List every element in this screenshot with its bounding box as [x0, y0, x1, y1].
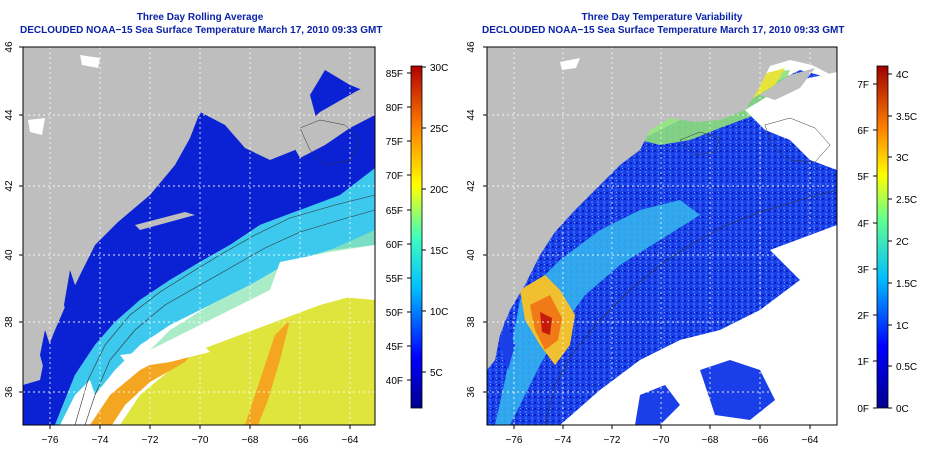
right-colorbar-c-label: 0C: [896, 404, 909, 415]
left-colorbar-f-label: 45F: [386, 342, 403, 353]
right-colorbar-f-label: 5F: [857, 172, 869, 183]
left-colorbar-c-label: 15C: [430, 246, 448, 257]
right-colorbar-f-label: 0F: [857, 404, 869, 415]
right-x-tick-label: −68: [702, 435, 719, 446]
left-colorbar-f-label: 65F: [386, 206, 403, 217]
left-cloud-gaps: [270, 245, 375, 300]
left-sst-map: [23, 47, 375, 425]
left-colorbar-c-label: 25C: [430, 124, 448, 135]
left-x-tick-label: −68: [242, 435, 259, 446]
right-map-frame: [486, 46, 838, 426]
right-colorbar-f-label: 4F: [857, 219, 869, 230]
left-x-tick-label: −76: [42, 435, 59, 446]
left-colorbar-f-label: 50F: [386, 308, 403, 319]
left-colorbar-f-label: 70F: [386, 171, 403, 182]
left-colorbar-f-label: 85F: [386, 69, 403, 80]
right-colorbar-f-label: 2F: [857, 311, 869, 322]
left-y-tick-label: 40: [4, 249, 15, 261]
left-nova-scotia: [290, 82, 375, 158]
right-colorbar-f-label: 3F: [857, 265, 869, 276]
right-x-tick-label: −76: [506, 435, 523, 446]
right-colorbar-f-label: 1F: [857, 357, 869, 368]
left-x-tick-label: −74: [92, 435, 109, 446]
left-colorbar-f-label: 55F: [386, 274, 403, 285]
right-colorbar-c-label: 1.5C: [896, 279, 917, 290]
left-y-tick-label: 36: [4, 386, 15, 398]
left-y-tick-label: 46: [4, 41, 15, 53]
left-gulf-stream-core: [90, 345, 200, 425]
right-y-tick-label: 44: [466, 109, 477, 121]
left-map-subtitle: DECLOUDED NOAA−15 Sea Surface Temperatur…: [20, 25, 383, 36]
right-x-tick-label: −70: [653, 435, 670, 446]
left-colorbar-c-label: 5C: [430, 368, 443, 379]
right-colorbar-c-label: 3C: [896, 153, 909, 164]
right-colorbar-c-label: 2.5C: [896, 195, 917, 206]
left-colorbar-f-label: 40F: [386, 376, 403, 387]
left-x-tick-label: −72: [142, 435, 159, 446]
left-colorbar-f-label: 75F: [386, 137, 403, 148]
right-x-tick-label: −64: [802, 435, 819, 446]
right-y-tick-label: 42: [466, 180, 477, 192]
right-map-title: Three Day Temperature Variability: [581, 12, 743, 23]
right-x-tick-label: −72: [604, 435, 621, 446]
left-axis-ticks: [19, 46, 351, 429]
left-y-tick-label: 38: [4, 316, 15, 328]
right-axis-ticks: [483, 46, 811, 429]
right-cloud-gaps: [560, 260, 837, 425]
left-gulf-stream-warm: [120, 290, 375, 425]
left-y-tick-label: 44: [4, 109, 15, 121]
left-colorbar-c-label: 20C: [430, 185, 448, 196]
left-land: [23, 47, 375, 385]
right-x-tick-label: −66: [752, 435, 769, 446]
right-ocean-variability: [487, 70, 837, 425]
right-colorbar-f-label: 6F: [857, 126, 869, 137]
right-colorbar-c-label: 4C: [896, 70, 909, 81]
left-colorbar-c-label: 10C: [430, 307, 448, 318]
left-colorbar-c-label: 30C: [430, 63, 448, 74]
right-colorbar: [876, 65, 889, 409]
right-colorbar-c-label: 2C: [896, 237, 909, 248]
right-colorbar-f-label: 7F: [857, 80, 869, 91]
left-x-tick-label: −64: [342, 435, 359, 446]
right-map-subtitle: DECLOUDED NOAA−15 Sea Surface Temperatur…: [482, 25, 845, 36]
left-slope-water: [55, 168, 375, 425]
right-y-tick-label: 40: [466, 249, 477, 261]
left-colorbar-f-label: 80F: [386, 103, 403, 114]
right-y-tick-label: 36: [466, 386, 477, 398]
right-variability-map: [487, 47, 837, 425]
right-colorbar-c-label: 3.5C: [896, 112, 917, 123]
right-y-tick-label: 38: [466, 316, 477, 328]
left-x-tick-label: −66: [292, 435, 309, 446]
left-x-tick-label: −70: [192, 435, 209, 446]
right-colorbar-c-label: 1C: [896, 321, 909, 332]
right-y-tick-label: 46: [466, 41, 477, 53]
left-colorbar-f-label: 60F: [386, 240, 403, 251]
right-land: [487, 47, 837, 370]
right-x-tick-label: −74: [555, 435, 572, 446]
left-colorbar: [410, 65, 423, 409]
right-colorbar-c-label: 0.5C: [896, 362, 917, 373]
left-map-title: Three Day Rolling Average: [136, 12, 264, 23]
left-y-tick-label: 42: [4, 180, 15, 192]
left-map-frame: [22, 46, 376, 426]
